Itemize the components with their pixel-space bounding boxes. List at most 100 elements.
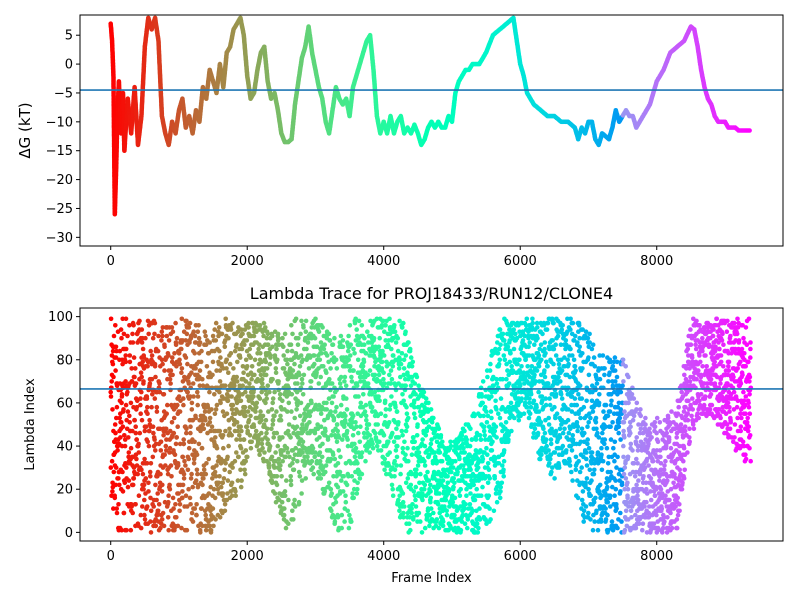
lambda-point	[200, 482, 205, 488]
lambda-point	[108, 465, 114, 470]
lambda-point	[307, 413, 313, 419]
lambda-point	[222, 344, 228, 350]
lambda-point	[468, 491, 473, 496]
lambda-point	[170, 355, 175, 360]
lambda-point	[132, 374, 137, 380]
lambda-point	[269, 407, 275, 412]
lambda-point	[346, 357, 352, 363]
lambda-point	[146, 489, 151, 494]
lambda-point	[139, 389, 144, 395]
lambda-point	[204, 461, 209, 466]
lambda-point	[217, 515, 223, 520]
lambda-point	[145, 439, 150, 445]
lambda-point	[155, 348, 161, 354]
lambda-point	[139, 374, 144, 380]
lambda-trace-points	[108, 316, 754, 535]
lambda-point	[222, 467, 227, 473]
lambda-point	[347, 364, 353, 369]
lambda-point	[416, 510, 422, 516]
lambda-point	[392, 467, 398, 473]
lambda-point	[152, 331, 157, 337]
lambda-point	[274, 430, 280, 436]
lambda-point	[233, 493, 238, 499]
lambda-point	[285, 361, 290, 367]
lambda-point	[264, 430, 269, 436]
lambda-point	[152, 320, 158, 326]
lambda-point	[253, 409, 258, 414]
lambda-point	[214, 463, 219, 468]
lambda-point	[265, 342, 271, 348]
lambda-point	[210, 359, 216, 365]
lambda-point	[415, 463, 421, 468]
lambda-point	[387, 407, 393, 412]
lambda-point	[400, 499, 406, 505]
lambda-point	[140, 504, 145, 509]
lambda-point	[125, 484, 131, 490]
lambda-point	[443, 497, 449, 503]
lambda-point	[367, 450, 373, 455]
lambda-point	[363, 413, 369, 419]
lambda-point	[218, 400, 223, 406]
lambda-point	[428, 495, 434, 501]
lambda-point	[165, 515, 171, 520]
lambda-point	[317, 435, 322, 440]
lambda-point	[401, 366, 407, 371]
lambda-point	[320, 441, 325, 447]
lambda-point	[440, 439, 445, 445]
lambda-point	[378, 411, 384, 417]
lambda-point	[210, 372, 215, 378]
lambda-point	[249, 439, 254, 445]
lambda-point	[259, 430, 264, 436]
lambda-point	[480, 379, 486, 384]
lambda-point	[126, 435, 131, 440]
lambda-point	[266, 465, 272, 470]
lambda-point	[485, 452, 490, 458]
lambda-point	[291, 467, 297, 473]
lambda-point	[265, 426, 270, 432]
lambda-point	[243, 448, 249, 453]
lambda-point	[453, 458, 458, 464]
lambda-point	[343, 413, 348, 419]
delta-g-axes-frame	[79, 14, 784, 247]
lambda-point	[383, 323, 388, 328]
lambda-point	[274, 482, 280, 488]
lambda-point	[318, 374, 324, 380]
lambda-point	[317, 450, 323, 455]
lambda-point	[326, 331, 332, 337]
lambda-point	[117, 482, 122, 488]
lambda-point	[195, 394, 201, 399]
lambda-point	[481, 428, 487, 434]
lambda-point	[324, 370, 329, 376]
lambda-point	[266, 461, 272, 466]
lambda-point	[376, 344, 382, 350]
lambda-point	[112, 422, 118, 427]
lambda-point	[280, 435, 285, 440]
lambda-point	[209, 407, 214, 412]
lambda-point	[177, 409, 183, 414]
lambda-point	[382, 381, 387, 386]
lambda-point	[114, 404, 120, 410]
lambda-point	[171, 430, 177, 436]
lambda-point	[191, 394, 196, 399]
lambda-point	[312, 335, 318, 341]
lambda-point	[429, 420, 435, 425]
lambda-point	[300, 422, 305, 427]
lambda-point	[189, 471, 194, 477]
lambda-point	[382, 467, 387, 473]
lambda-point	[270, 344, 275, 350]
lambda-point	[275, 331, 281, 337]
lambda-point	[452, 495, 458, 501]
lambda-point	[273, 450, 278, 455]
y-tick-label: −5	[54, 86, 73, 101]
lambda-point	[408, 482, 414, 488]
lambda-point	[340, 338, 346, 343]
lambda-point	[223, 316, 228, 322]
lambda-point	[397, 357, 403, 363]
lambda-point	[270, 422, 276, 427]
lambda-point	[124, 465, 129, 470]
lambda-point	[241, 370, 246, 376]
lambda-point	[127, 413, 132, 419]
lambda-point	[203, 512, 208, 518]
lambda-point	[122, 443, 128, 449]
lambda-point	[259, 376, 265, 382]
